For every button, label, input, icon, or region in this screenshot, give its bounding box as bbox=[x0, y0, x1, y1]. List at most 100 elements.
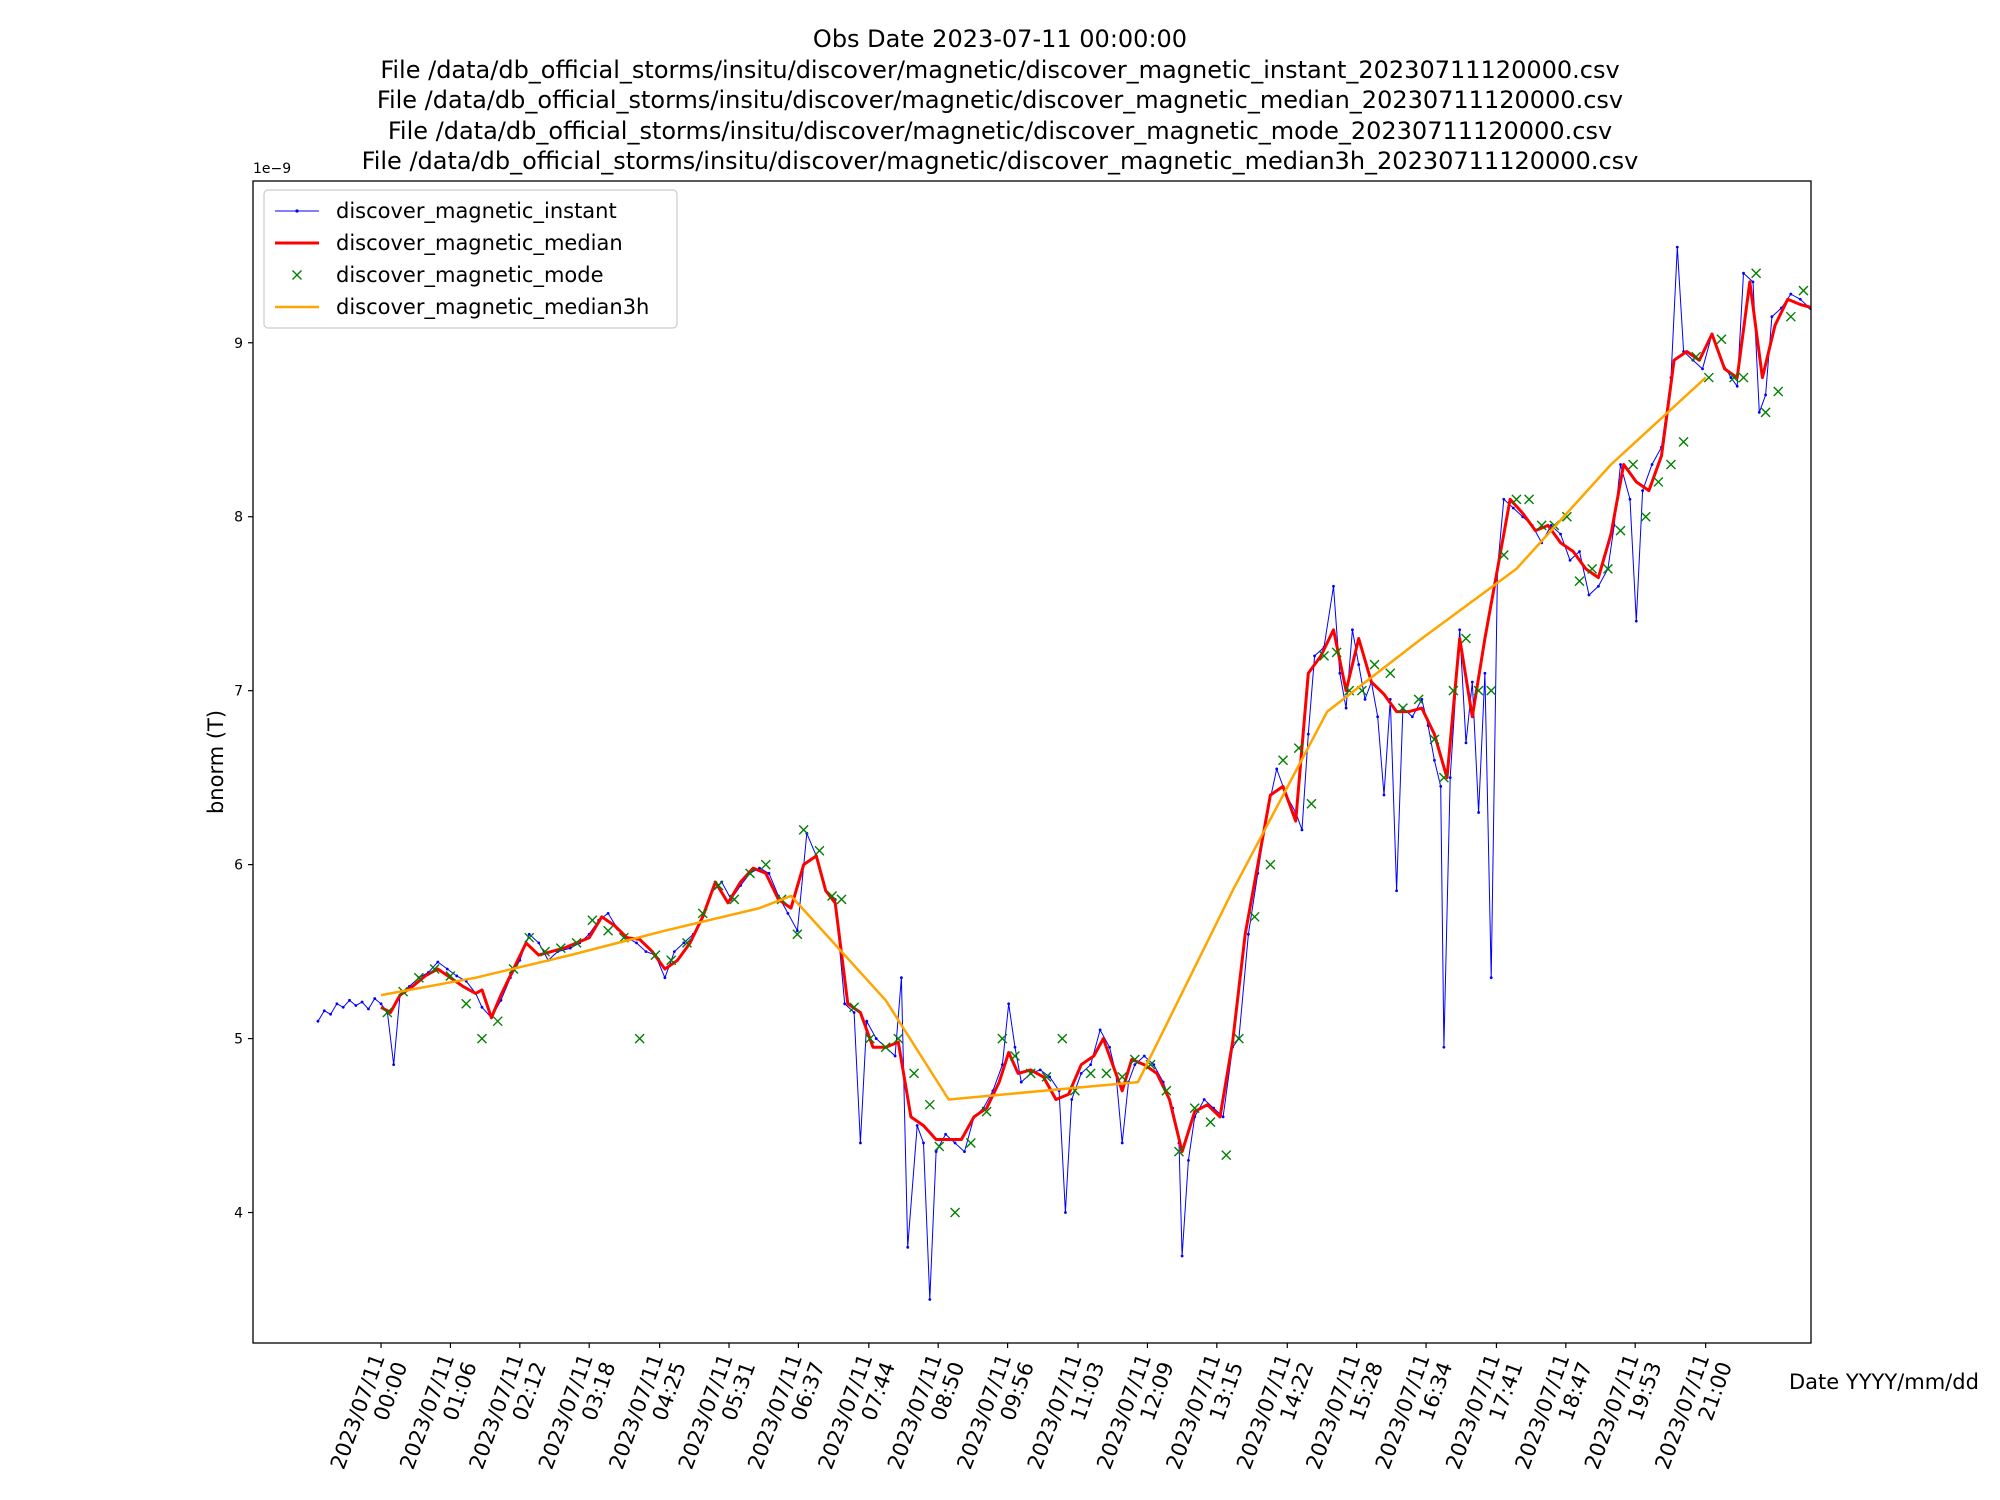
instant-point bbox=[316, 1019, 320, 1023]
instant-point bbox=[1120, 1141, 1124, 1145]
instant-point bbox=[1439, 784, 1443, 788]
instant-point bbox=[635, 941, 638, 945]
title-obs-date: Obs Date 2023-07-11 00:00:00 bbox=[812, 25, 1188, 53]
instant-point bbox=[1089, 1063, 1093, 1067]
mode-marker bbox=[1041, 1071, 1052, 1082]
instant-point bbox=[1142, 1054, 1146, 1058]
mode-marker bbox=[429, 964, 440, 974]
mode-marker bbox=[924, 1099, 935, 1110]
instant-point bbox=[1578, 550, 1581, 553]
mode-marker bbox=[681, 937, 692, 948]
mode-marker bbox=[745, 868, 756, 879]
instant-point bbox=[348, 998, 351, 1002]
mode-marker bbox=[713, 880, 724, 891]
mode-marker bbox=[1760, 407, 1771, 418]
instant-point bbox=[341, 1005, 345, 1009]
instant-point bbox=[928, 1298, 932, 1301]
instant-point bbox=[1133, 1063, 1137, 1067]
mode-marker bbox=[1306, 798, 1317, 809]
instant-point bbox=[859, 1141, 862, 1145]
x-axis-label: Date YYYY/mm/dd bbox=[1789, 1370, 1979, 1394]
instant-point bbox=[527, 932, 531, 936]
mode-marker bbox=[1429, 734, 1440, 745]
instant-point bbox=[1483, 671, 1487, 675]
mode-marker bbox=[880, 1042, 891, 1053]
mode-marker bbox=[461, 998, 472, 1009]
mode-marker bbox=[1205, 1117, 1216, 1128]
instant-point bbox=[1108, 1045, 1111, 1049]
mode-marker bbox=[836, 894, 847, 905]
instant-point bbox=[1382, 793, 1386, 797]
title-file-median: File /data/db_official_storms/insitu/dis… bbox=[376, 86, 1624, 114]
instant-point bbox=[1511, 506, 1515, 510]
instant-point bbox=[1827, 341, 1830, 344]
mode-marker bbox=[814, 845, 825, 856]
instant-point bbox=[568, 946, 572, 950]
instant-point bbox=[537, 941, 541, 945]
mode-marker bbox=[1233, 1033, 1244, 1044]
mode-marker bbox=[1665, 459, 1676, 470]
mode-marker bbox=[587, 915, 598, 926]
mode-marker bbox=[1460, 633, 1471, 644]
instant-point bbox=[843, 1002, 847, 1006]
instant-point bbox=[922, 1141, 925, 1145]
mode-marker bbox=[1875, 338, 1884, 347]
instant-point bbox=[335, 1002, 339, 1006]
instant-point bbox=[906, 1245, 910, 1249]
instant-point bbox=[1098, 1028, 1102, 1032]
instant-point bbox=[786, 911, 790, 915]
instant-point bbox=[436, 960, 440, 964]
mode-marker bbox=[1221, 1150, 1232, 1161]
mode-marker bbox=[603, 925, 614, 936]
mode-marker bbox=[1085, 1068, 1096, 1079]
mode-marker bbox=[1369, 659, 1380, 670]
instant-point bbox=[1048, 1075, 1052, 1079]
mode-marker bbox=[1293, 743, 1304, 754]
instant-point bbox=[480, 1005, 484, 1009]
plot-area bbox=[316, 245, 1884, 1301]
y-scale-label: 1e−9 bbox=[253, 161, 291, 177]
instant-point bbox=[1019, 1080, 1023, 1084]
instant-point bbox=[1837, 345, 1840, 348]
instant-point bbox=[360, 1000, 364, 1004]
instant-point bbox=[1357, 663, 1361, 666]
instant-point bbox=[1757, 410, 1761, 414]
instant-point bbox=[1878, 376, 1881, 379]
mode-marker bbox=[997, 1033, 1008, 1044]
mode-marker bbox=[1249, 911, 1260, 922]
mode-marker bbox=[1438, 772, 1449, 783]
mode-marker bbox=[1824, 295, 1833, 304]
instant-point bbox=[1332, 584, 1335, 588]
mode-marker bbox=[1738, 372, 1749, 383]
mode-marker bbox=[934, 1141, 945, 1152]
mode-marker bbox=[1129, 1054, 1140, 1065]
instant-point bbox=[1587, 593, 1591, 597]
instant-point bbox=[1470, 680, 1474, 684]
mode-marker bbox=[864, 1033, 875, 1044]
mode-marker bbox=[1678, 436, 1689, 447]
mode-marker bbox=[1574, 576, 1585, 587]
mode-marker bbox=[1117, 1071, 1128, 1082]
instant-point bbox=[1770, 315, 1774, 319]
instant-point bbox=[953, 1141, 957, 1145]
series-line-discover-magnetic-instant bbox=[317, 247, 1811, 1300]
mode-marker bbox=[1173, 1146, 1184, 1157]
instant-point bbox=[1410, 715, 1414, 719]
mode-marker bbox=[1524, 494, 1535, 505]
y-tick-label: 6 bbox=[234, 858, 243, 874]
instant-point bbox=[1846, 338, 1849, 341]
instant-point bbox=[682, 941, 686, 945]
title-file-instant: File /data/db_official_storms/insitu/dis… bbox=[380, 55, 1620, 84]
mode-marker bbox=[965, 1137, 976, 1148]
mode-marker bbox=[1587, 563, 1598, 574]
mode-marker bbox=[1385, 668, 1396, 679]
instant-point bbox=[1152, 1063, 1156, 1067]
instant-point bbox=[367, 1007, 370, 1011]
instant-point bbox=[373, 997, 377, 1000]
mode-marker bbox=[1448, 685, 1459, 696]
mode-marker bbox=[1397, 703, 1408, 714]
instant-point bbox=[1070, 1098, 1074, 1101]
instant-point bbox=[1351, 628, 1354, 632]
y-tick-label: 8 bbox=[234, 510, 243, 526]
